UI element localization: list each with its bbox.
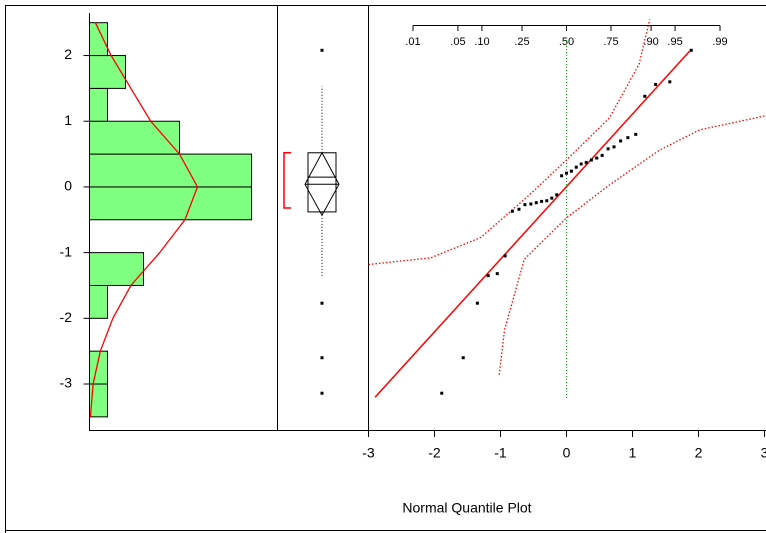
probability-tick-label: .90 xyxy=(643,36,658,48)
probability-tick-label: .05 xyxy=(450,36,465,48)
histogram-bar xyxy=(89,284,109,319)
probability-tick-label: .01 xyxy=(405,36,420,48)
confidence-band xyxy=(498,115,765,375)
quantile-point xyxy=(589,158,593,162)
quantile-point xyxy=(569,169,573,173)
quantile-point xyxy=(495,272,499,276)
quantile-point xyxy=(510,209,514,213)
histogram-bar xyxy=(89,252,145,286)
x-tick-label: 3 xyxy=(761,445,766,461)
quantile-point xyxy=(545,199,549,203)
frame xyxy=(5,5,766,533)
x-tick-label: 1 xyxy=(629,445,637,461)
histogram-bar xyxy=(89,350,109,385)
y-tick-label: 1 xyxy=(64,112,72,128)
histogram-bar xyxy=(89,186,253,221)
probability-tick-label: .25 xyxy=(514,36,529,48)
y-tick-label: 0 xyxy=(64,178,72,194)
probability-tick-label: .95 xyxy=(667,36,682,48)
fit-line xyxy=(374,50,691,398)
quantile-point xyxy=(643,94,647,98)
probability-tick-label: .50 xyxy=(559,36,574,48)
quantile-point xyxy=(668,80,672,84)
quantile-point xyxy=(555,193,559,197)
quantile-point xyxy=(634,132,638,136)
quantile-point xyxy=(612,145,616,149)
quantile-point xyxy=(503,254,507,258)
y-tick-label: -2 xyxy=(60,309,73,325)
y-tick-label: -1 xyxy=(60,243,73,259)
quantile-point xyxy=(560,174,564,178)
y-tick-label: -3 xyxy=(60,375,73,391)
outlier xyxy=(320,301,324,305)
quantile-point xyxy=(523,203,527,207)
quantile-point xyxy=(475,301,479,305)
histogram-bar xyxy=(89,55,127,89)
quantile-point xyxy=(565,171,568,175)
quantile-point xyxy=(606,147,610,151)
quantile-point xyxy=(529,202,533,206)
probability-tick-label: .10 xyxy=(474,36,489,48)
quantile-point xyxy=(619,139,623,143)
x-tick-label: -3 xyxy=(362,445,375,461)
quantile-point xyxy=(540,199,544,203)
y-tick-label: 2 xyxy=(64,46,72,62)
probability-tick-label: .99 xyxy=(712,36,727,48)
quantile-point xyxy=(689,48,693,52)
density-curve xyxy=(89,22,199,417)
confidence-band xyxy=(368,19,651,266)
quantile-point xyxy=(600,153,604,157)
x-tick-label: 0 xyxy=(563,445,571,461)
box xyxy=(307,152,337,213)
mean-diamond xyxy=(304,151,340,217)
x-tick-label: -1 xyxy=(494,445,507,461)
quantile-point xyxy=(579,162,583,166)
quantile-point xyxy=(486,274,490,278)
histogram-bar xyxy=(89,22,109,57)
histogram-bar xyxy=(89,120,181,155)
quantile-point xyxy=(584,161,588,165)
quantile-point xyxy=(595,156,599,160)
histogram-bar xyxy=(89,153,253,188)
plot-title: Normal Quantile Plot xyxy=(402,500,531,516)
quantile-point xyxy=(550,196,554,200)
shortest-half xyxy=(283,152,291,209)
outlier xyxy=(320,356,324,360)
quantile-point xyxy=(654,82,658,86)
quantile-point xyxy=(534,201,538,205)
outlier xyxy=(320,48,324,52)
quantile-point xyxy=(517,207,521,211)
outlier xyxy=(320,391,324,395)
quantile-point xyxy=(626,136,630,140)
probability-tick-label: .75 xyxy=(603,36,618,48)
x-tick-label: -2 xyxy=(428,445,441,461)
histogram-bar xyxy=(89,87,109,122)
quantile-point xyxy=(574,165,578,169)
quantile-point xyxy=(461,356,465,360)
quantile-point xyxy=(440,391,444,395)
x-tick-label: 2 xyxy=(695,445,703,461)
